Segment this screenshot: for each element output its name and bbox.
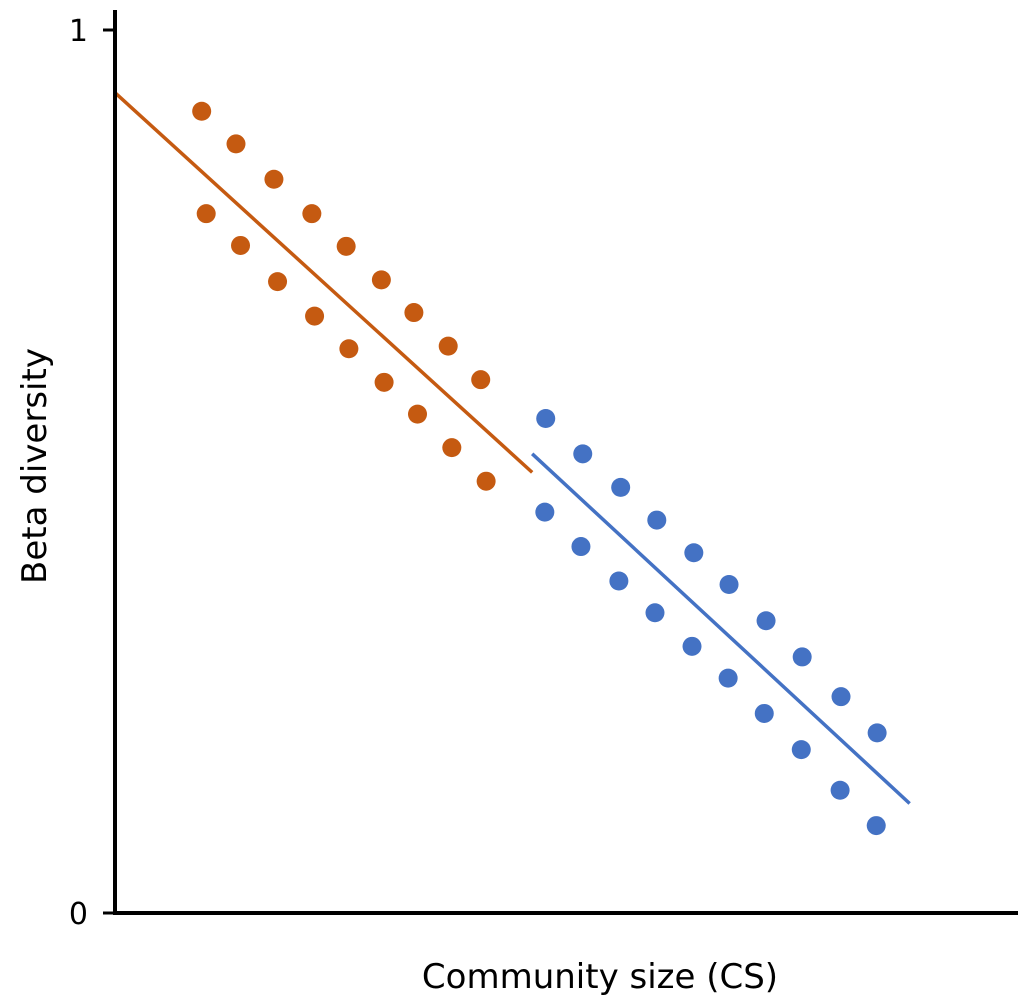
trendline-1 (113, 91, 534, 474)
data-point (571, 537, 591, 557)
data-point (371, 270, 391, 290)
data-point (196, 204, 216, 224)
data-point (192, 101, 212, 121)
data-point (609, 571, 629, 591)
plot-marks (113, 91, 911, 836)
y-ticks: 01 (69, 14, 115, 932)
data-point (302, 204, 322, 224)
y-tick-label: 0 (69, 897, 88, 932)
data-point (718, 668, 738, 688)
data-point (682, 636, 702, 656)
data-point (611, 477, 631, 497)
data-point (536, 409, 556, 429)
data-point (471, 370, 491, 390)
data-point (719, 575, 739, 595)
series-2 (530, 409, 911, 836)
data-point (791, 740, 811, 760)
trendline-2 (530, 452, 911, 805)
data-point (408, 404, 428, 424)
data-point (336, 236, 356, 256)
data-point (305, 306, 325, 326)
data-point (442, 438, 462, 458)
data-point (476, 471, 496, 491)
y-tick-label: 1 (69, 14, 88, 49)
data-point (867, 723, 887, 743)
data-point (268, 272, 288, 292)
data-point (374, 372, 394, 392)
data-point (404, 303, 424, 323)
data-point (830, 780, 850, 800)
data-point (438, 336, 458, 356)
data-point (831, 687, 851, 707)
data-point (792, 647, 812, 667)
x-axis-title: Community size (CS) (422, 957, 778, 997)
data-point (754, 703, 774, 723)
y-axis-title: Beta diversity (15, 348, 55, 584)
data-point (339, 339, 359, 359)
data-point (535, 502, 555, 522)
data-point (647, 510, 667, 530)
series-1 (113, 91, 534, 491)
data-point (684, 543, 704, 563)
data-point (231, 235, 251, 255)
data-point (866, 816, 886, 836)
data-point (645, 603, 665, 623)
data-point (226, 134, 246, 154)
data-point (573, 444, 593, 464)
data-point (264, 169, 284, 189)
data-point (756, 611, 776, 631)
axes (113, 10, 1018, 915)
